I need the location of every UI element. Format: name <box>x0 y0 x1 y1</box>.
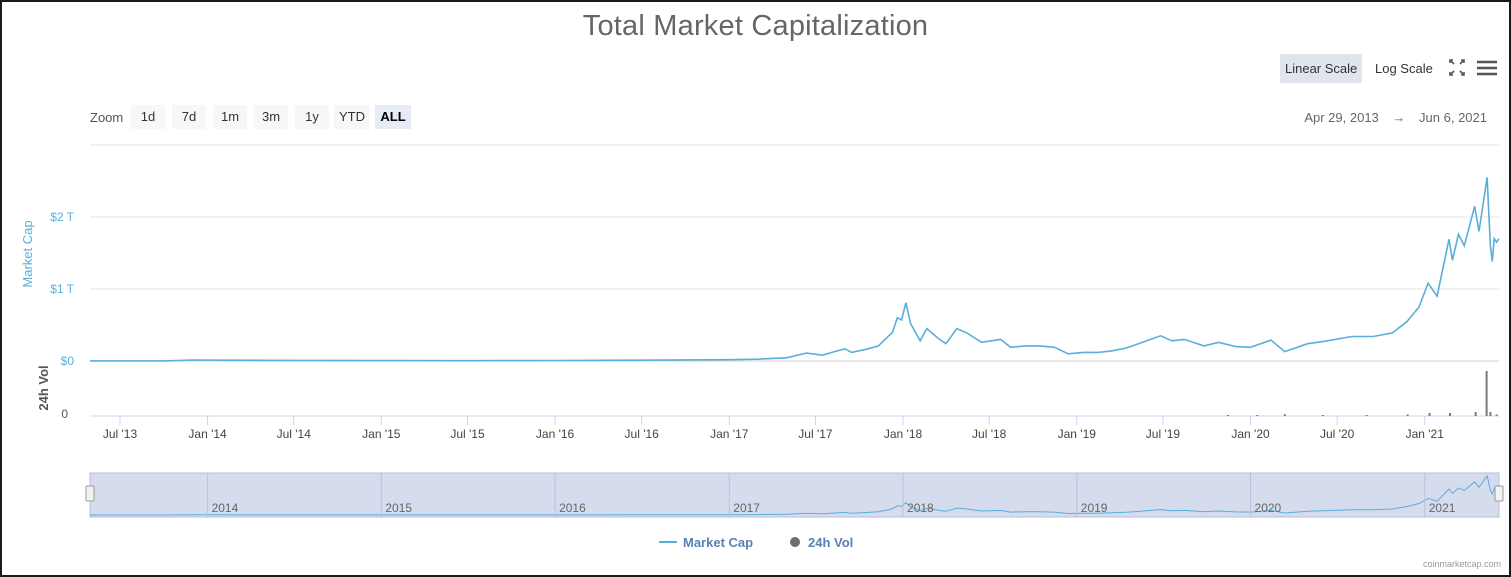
x-tick-label: Jan '18 <box>884 427 923 441</box>
credits-link[interactable]: coinmarketcap.com <box>1422 559 1501 569</box>
navigator-right-handle[interactable] <box>1494 485 1504 502</box>
volume-bar[interactable] <box>1474 412 1477 416</box>
volume-bar[interactable] <box>1365 415 1368 416</box>
zoom-ytd-button[interactable]: YTD <box>334 105 370 129</box>
navigator-year-label: 2020 <box>1255 501 1282 515</box>
navigator-year-label: 2018 <box>907 501 934 515</box>
x-tick-label: Jul '15 <box>450 427 485 441</box>
volume-axis-title: 24h Vol <box>36 365 51 410</box>
legend: Market Cap 24h Vol <box>659 535 853 550</box>
y-tick-label: $2 T <box>50 210 74 224</box>
zoom-1d-button[interactable]: 1d <box>131 105 165 129</box>
navigator-year-label: 2014 <box>212 501 239 515</box>
zoom-all-button[interactable]: ALL <box>375 105 411 129</box>
linear-scale-button[interactable]: Linear Scale <box>1280 54 1363 83</box>
y-axis: $0 $1 T $2 T <box>50 210 74 368</box>
navigator-year-label: 2016 <box>559 501 586 515</box>
x-tick-label: Jul '14 <box>277 427 312 441</box>
date-range: Apr 29, 2013 → Jun 6, 2021 <box>1304 110 1487 125</box>
zoom-3m-button[interactable]: 3m <box>254 105 288 129</box>
x-tick-label: Jul '18 <box>972 427 1007 441</box>
navigator: 2014 2015 2016 2017 2018 2019 2020 2021 <box>85 472 1504 518</box>
volume-bar[interactable] <box>1227 415 1230 416</box>
volume-bar[interactable] <box>1489 412 1492 416</box>
x-tick-label: Jan '19 <box>1058 427 1097 441</box>
navigator-year-label: 2021 <box>1429 501 1456 515</box>
x-tick-label: Jul '20 <box>1320 427 1355 441</box>
volume-axis-tick: 0 <box>61 407 68 421</box>
legend-item[interactable]: Market Cap <box>683 535 753 550</box>
legend-item[interactable]: 24h Vol <box>808 535 853 550</box>
volume-bar[interactable] <box>1448 413 1451 416</box>
x-tick-label: Jul '13 <box>103 427 138 441</box>
volume-bar[interactable] <box>1283 414 1286 416</box>
x-tick-label: Jan '17 <box>710 427 749 441</box>
market-cap-series-line[interactable] <box>90 177 1500 362</box>
zoom-label: Zoom <box>90 110 124 125</box>
grid-lines <box>90 144 1499 417</box>
navigator-series-line <box>90 474 1500 516</box>
log-scale-button[interactable]: Log Scale <box>1375 61 1433 76</box>
x-tick-label: Jul '17 <box>798 427 833 441</box>
x-tick-label: Jan '14 <box>188 427 227 441</box>
volume-bar[interactable] <box>1428 413 1431 416</box>
volume-bar[interactable] <box>1495 414 1498 417</box>
legend-dot-symbol <box>790 537 800 547</box>
zoom-1y-button[interactable]: 1y <box>295 105 329 129</box>
y-tick-label: $1 T <box>50 282 74 296</box>
y-tick-label: $0 <box>61 354 75 368</box>
y-axis-title: Market Cap <box>20 220 35 287</box>
expand-icon <box>1449 59 1465 76</box>
navigator-year-label: 2017 <box>733 501 760 515</box>
x-tick-label: Jul '19 <box>1146 427 1181 441</box>
zoom-1m-button[interactable]: 1m <box>213 105 247 129</box>
x-tick-label: Jan '16 <box>536 427 575 441</box>
volume-bar[interactable] <box>1406 414 1409 417</box>
zoom-7d-button[interactable]: 7d <box>172 105 206 129</box>
x-tick-label: Jan '15 <box>362 427 401 441</box>
volume-series <box>1227 371 1498 417</box>
volume-bar[interactable] <box>1256 415 1259 416</box>
x-axis: Jul '13 Jan '14 Jul '14 Jan '15 Jul '15 Jan '… <box>103 416 1444 441</box>
navigator-year-label: 2019 <box>1081 501 1108 515</box>
x-tick-label: Jan '21 <box>1406 427 1445 441</box>
hamburger-menu-icon <box>1477 60 1497 76</box>
range-to-input[interactable]: Jun 6, 2021 <box>1419 110 1487 125</box>
x-tick-label: Jan '20 <box>1231 427 1270 441</box>
context-menu-button[interactable] <box>1474 54 1500 83</box>
range-from-input[interactable]: Apr 29, 2013 <box>1304 110 1379 125</box>
x-tick-label: Jul '16 <box>625 427 660 441</box>
range-arrow: → <box>1392 110 1406 125</box>
navigator-mask[interactable] <box>89 472 1500 518</box>
navigator-left-handle[interactable] <box>85 485 95 502</box>
fullscreen-button[interactable] <box>1444 54 1470 83</box>
volume-bar[interactable] <box>1321 415 1324 416</box>
navigator-year-label: 2015 <box>385 501 412 515</box>
volume-bar[interactable] <box>1485 371 1488 416</box>
chart-title: Total Market Capitalization <box>582 10 929 42</box>
